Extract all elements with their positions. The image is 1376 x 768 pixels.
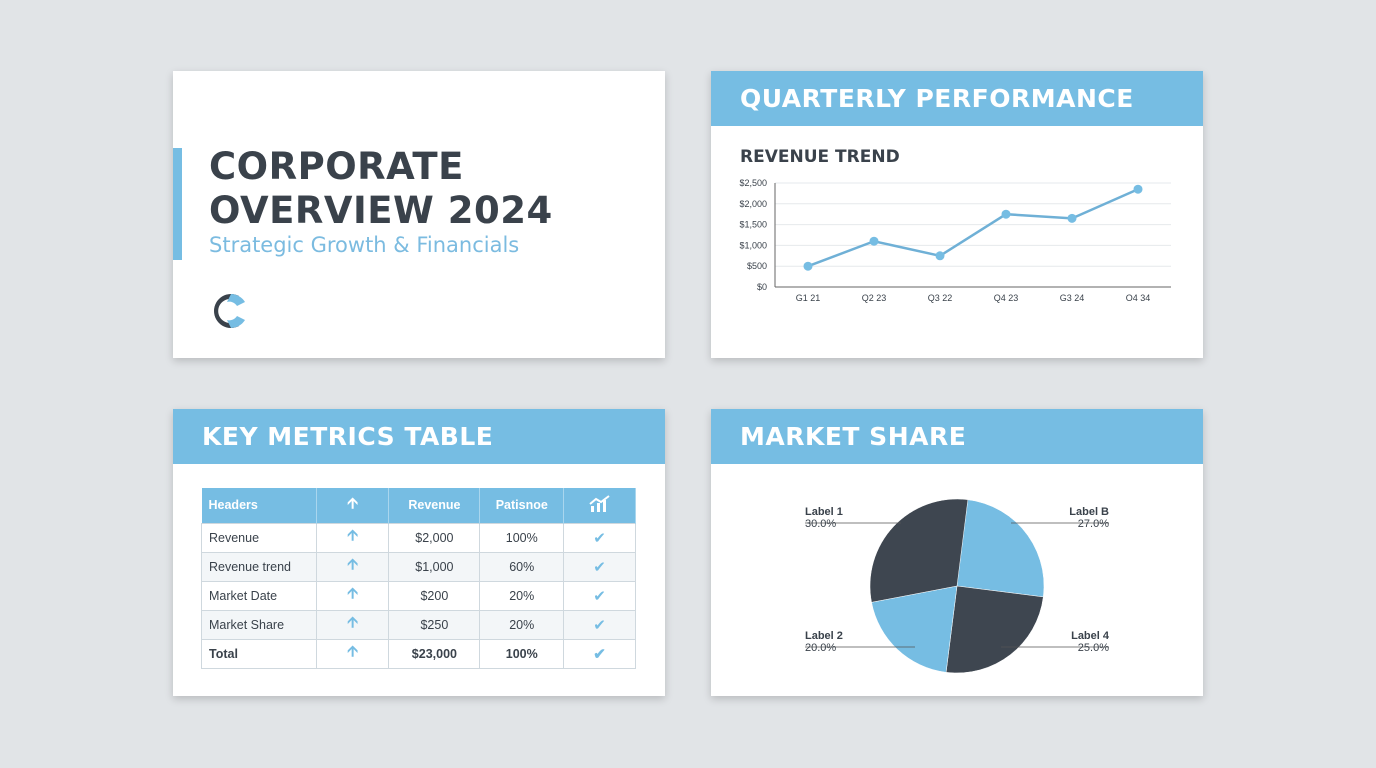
slide-header-title: KEY METRICS TABLE <box>202 422 494 451</box>
table-row: Revenue trend 🡩 $1,000 60% ✔ <box>201 551 636 582</box>
row-name: Total <box>201 638 317 669</box>
pie-label: Label 2 20.0% <box>805 630 843 654</box>
svg-text:$500: $500 <box>747 261 767 271</box>
svg-text:$1,500: $1,500 <box>739 220 767 230</box>
pie-label: Label 1 30.0% <box>805 506 843 530</box>
row-revenue: $23,000 <box>388 638 481 669</box>
quarterly-performance-slide[interactable]: QUARTERLY PERFORMANCE REVENUE TREND $0 $5… <box>711 71 1203 358</box>
check-icon: ✔ <box>563 638 636 669</box>
check-icon: ✔ <box>563 551 636 582</box>
check-icon: ✔ <box>563 609 636 640</box>
row-revenue: $1,000 <box>388 551 481 582</box>
row-percent: 100% <box>479 638 565 669</box>
slide-header-title: MARKET SHARE <box>740 422 967 451</box>
pie-label: Label 4 25.0% <box>1071 630 1109 654</box>
arrow-up-icon: 🡩 <box>315 638 390 669</box>
c-logo-icon <box>209 290 249 337</box>
pie-label: Label B 27.0% <box>1069 506 1109 530</box>
svg-text:$0: $0 <box>757 282 767 292</box>
revenue-line-chart: $0 $500 $1,000 $1,500 $2,000 $2,500 G1 21 Q2 23… <box>739 178 1171 303</box>
svg-text:Q3 22: Q3 22 <box>928 293 953 303</box>
chart-title: REVENUE TREND <box>740 147 900 167</box>
svg-text:Q4 23: Q4 23 <box>994 293 1019 303</box>
svg-text:O4 34: O4 34 <box>1126 293 1151 303</box>
row-revenue: $200 <box>388 580 481 611</box>
table-row: Revenue 🡩 $2,000 100% ✔ <box>201 522 636 553</box>
title-line-1: CORPORATE <box>209 145 464 188</box>
cover-slide[interactable]: CORPORATE OVERVIEW 2024 Strategic Growth… <box>173 71 665 358</box>
check-icon: ✔ <box>563 580 636 611</box>
row-percent: 60% <box>479 551 565 582</box>
svg-text:$2,500: $2,500 <box>739 178 767 188</box>
svg-text:Q2 23: Q2 23 <box>862 293 887 303</box>
table-row: Market Date 🡩 $200 20% ✔ <box>201 580 636 611</box>
table-row: Total 🡩 $23,000 100% ✔ <box>201 638 636 669</box>
col-header: Patisnoe <box>479 488 565 523</box>
col-header: Revenue <box>388 488 481 523</box>
col-header: Headers <box>201 488 317 523</box>
table-header-row: Headers 🡩 Revenue Patisnoe <box>201 488 636 523</box>
key-metrics-slide[interactable]: KEY METRICS TABLE Headers 🡩 Revenue Pati… <box>173 409 665 696</box>
row-name: Market Date <box>201 580 317 611</box>
svg-text:G3 24: G3 24 <box>1060 293 1085 303</box>
row-name: Revenue trend <box>201 551 317 582</box>
accent-bar <box>173 148 182 260</box>
slide-header: MARKET SHARE <box>711 409 1203 464</box>
row-percent: 20% <box>479 580 565 611</box>
cover-subtitle: Strategic Growth & Financials <box>209 233 520 257</box>
table-row: Market Share 🡩 $250 20% ✔ <box>201 609 636 640</box>
row-percent: 20% <box>479 609 565 640</box>
cover-title: CORPORATE OVERVIEW 2024 <box>209 145 553 233</box>
row-revenue: $2,000 <box>388 522 481 553</box>
market-share-slide[interactable]: MARKET SHARE Label 1 30.0% Label B 27.0% L… <box>711 409 1203 696</box>
slide-header: QUARTERLY PERFORMANCE <box>711 71 1203 126</box>
row-revenue: $250 <box>388 609 481 640</box>
growth-chart-icon <box>563 488 636 523</box>
title-line-2: OVERVIEW 2024 <box>209 189 553 232</box>
metrics-table: Headers 🡩 Revenue Patisnoe Revenue 🡩 $2,… <box>201 488 636 669</box>
arrow-up-icon: 🡩 <box>316 488 390 523</box>
slide-header-title: QUARTERLY PERFORMANCE <box>740 84 1134 113</box>
arrow-up-icon: 🡩 <box>315 551 390 582</box>
check-icon: ✔ <box>563 522 636 553</box>
slide-header: KEY METRICS TABLE <box>173 409 665 464</box>
svg-text:$1,000: $1,000 <box>739 240 767 250</box>
row-percent: 100% <box>479 522 565 553</box>
svg-text:G1 21: G1 21 <box>796 293 821 303</box>
arrow-up-icon: 🡩 <box>315 609 390 640</box>
market-share-pie-chart <box>805 498 1109 674</box>
svg-text:$2,000: $2,000 <box>739 199 767 209</box>
row-name: Market Share <box>201 609 317 640</box>
arrow-up-icon: 🡩 <box>315 522 390 553</box>
row-name: Revenue <box>201 522 317 553</box>
arrow-up-icon: 🡩 <box>315 580 390 611</box>
